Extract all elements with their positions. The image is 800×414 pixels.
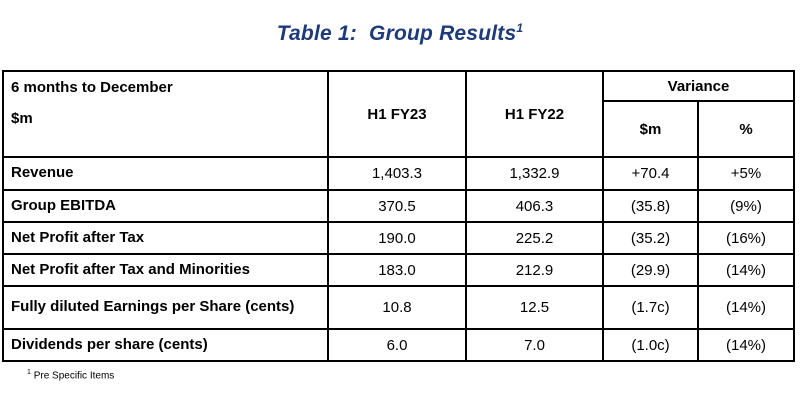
footnote-marker: 1 — [27, 369, 31, 376]
footnote: 1 Pre Specific Items — [27, 369, 800, 381]
cell-h1fy23: 183.0 — [327, 253, 467, 287]
header-row-top: 6 months to December $m H1 FY23 H1 FY22 … — [2, 70, 795, 158]
row-label-revenue: Revenue — [2, 156, 329, 191]
group-results-table: 6 months to December $m H1 FY23 H1 FY22 … — [2, 70, 795, 362]
cell-h1fy22: 212.9 — [465, 253, 604, 287]
table-row: Fully diluted Earnings per Share (cents)… — [2, 285, 795, 330]
cell-variance-pct: (14%) — [697, 328, 795, 362]
cell-h1fy23: 1,403.3 — [327, 156, 467, 191]
document-page: Table 1: Group Results1 6 months to Dece… — [0, 21, 800, 414]
header-variance-sm: $m — [602, 100, 699, 158]
cell-h1fy22: 12.5 — [465, 285, 604, 330]
cell-variance-sm: (29.9) — [602, 253, 699, 287]
cell-variance-sm: (35.8) — [602, 189, 699, 223]
cell-h1fy22: 7.0 — [465, 328, 604, 362]
header-period-line2: $m — [11, 110, 33, 127]
header-period-line1: 6 months to December — [11, 79, 173, 96]
cell-variance-sm: +70.4 — [602, 156, 699, 191]
row-label-diluted-eps: Fully diluted Earnings per Share (cents) — [2, 285, 329, 330]
cell-variance-pct: +5% — [697, 156, 795, 191]
cell-variance-sm: (1.7c) — [602, 285, 699, 330]
cell-h1fy22: 406.3 — [465, 189, 604, 223]
row-label-dividends-per-share: Dividends per share (cents) — [2, 328, 329, 362]
cell-variance-pct: (14%) — [697, 253, 795, 287]
row-label-group-ebitda: Group EBITDA — [2, 189, 329, 223]
header-row-sub: $m % — [3, 100, 795, 158]
header-variance: Variance — [602, 70, 795, 102]
table-title-text: Table 1: Group Results — [276, 22, 517, 45]
cell-h1fy23: 10.8 — [327, 285, 467, 330]
cell-variance-sm: (35.2) — [602, 221, 699, 255]
footnote-text: Pre Specific Items — [33, 370, 115, 382]
header-h1fy23: H1 FY23 — [327, 70, 467, 158]
cell-h1fy22: 225.2 — [465, 221, 604, 255]
header-h1fy22: H1 FY22 — [465, 70, 604, 158]
header-period-cell: 6 months to December $m — [2, 70, 329, 158]
table-row: Revenue 1,403.3 1,332.9 +70.4 +5% — [2, 156, 795, 191]
cell-variance-sm: (1.0c) — [602, 328, 699, 362]
row-label-net-profit-after-tax-minorities: Net Profit after Tax and Minorities — [2, 253, 329, 287]
table-title: Table 1: Group Results1 — [0, 21, 800, 46]
cell-h1fy23: 370.5 — [327, 189, 467, 223]
cell-h1fy23: 6.0 — [327, 328, 467, 362]
cell-variance-pct: (16%) — [697, 221, 795, 255]
cell-variance-pct: (9%) — [697, 189, 795, 223]
table-row: Group EBITDA 370.5 406.3 (35.8) (9%) — [2, 189, 795, 223]
cell-variance-pct: (14%) — [697, 285, 795, 330]
table-row: Dividends per share (cents) 6.0 7.0 (1.0… — [2, 328, 795, 362]
row-label-net-profit-after-tax: Net Profit after Tax — [2, 221, 329, 255]
cell-h1fy22: 1,332.9 — [465, 156, 604, 191]
title-footnote-marker: 1 — [516, 21, 524, 35]
cell-h1fy23: 190.0 — [327, 221, 467, 255]
table-row: Net Profit after Tax and Minorities 183.… — [2, 253, 795, 287]
table-row: Net Profit after Tax 190.0 225.2 (35.2) … — [2, 221, 795, 255]
header-variance-pct: % — [697, 100, 795, 158]
